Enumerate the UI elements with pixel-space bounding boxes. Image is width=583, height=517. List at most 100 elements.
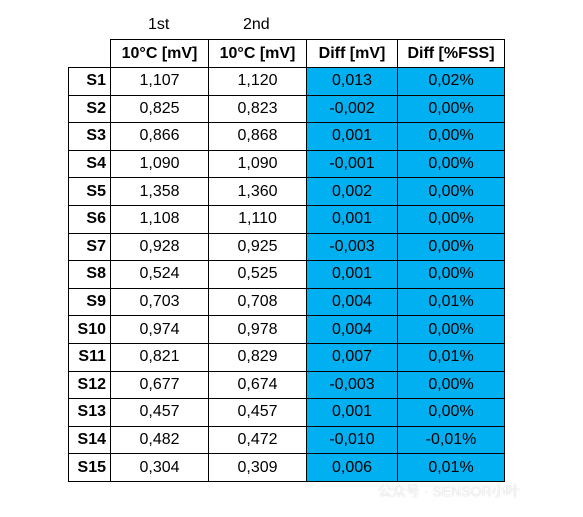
table-row: S7 0,928 0,925 -0,003 0,00%	[68, 232, 505, 262]
cell-diff-fss: 0,00%	[397, 232, 505, 262]
cell-diff-mv: -0,001	[306, 149, 398, 179]
header-diff-fss: Diff [%FSS]	[397, 39, 505, 68]
cell-first-10c: 0,304	[110, 453, 209, 482]
cell-diff-fss: 0,00%	[397, 398, 505, 427]
row-label: S15	[68, 453, 111, 482]
cell-second-10c: 0,708	[208, 287, 307, 317]
cell-diff-mv: 0,001	[306, 204, 398, 234]
cell-diff-fss: 0,01%	[397, 287, 505, 317]
cell-first-10c: 0,457	[110, 398, 209, 427]
cell-diff-mv: -0,003	[306, 232, 398, 262]
row-label: S5	[68, 177, 111, 206]
cell-second-10c: 0,829	[208, 342, 307, 372]
cell-first-10c: 0,703	[110, 287, 209, 317]
cell-first-10c: 0,974	[110, 315, 209, 344]
cell-diff-fss: 0,00%	[397, 149, 505, 179]
cell-second-10c: 1,120	[208, 67, 307, 96]
cell-diff-mv: 0,007	[306, 342, 398, 372]
cell-first-10c: 0,821	[110, 342, 209, 372]
row-label: S10	[68, 315, 111, 344]
cell-diff-fss: 0,00%	[397, 370, 505, 400]
header-corner	[68, 39, 111, 68]
table-row: S3 0,866 0,868 0,001 0,00%	[68, 122, 505, 151]
cell-diff-fss: 0,00%	[397, 122, 505, 151]
row-label: S12	[68, 370, 111, 400]
cell-diff-mv: 0,013	[306, 67, 398, 96]
row-label: S7	[68, 232, 111, 262]
cell-second-10c: 0,868	[208, 122, 307, 151]
cell-diff-fss: 0,01%	[397, 453, 505, 482]
row-label: S3	[68, 122, 111, 151]
cell-first-10c: 0,677	[110, 370, 209, 400]
table-row: S11 0,821 0,829 0,007 0,01%	[68, 342, 505, 372]
cell-diff-mv: 0,004	[306, 315, 398, 344]
cell-second-10c: 1,110	[208, 204, 307, 234]
table-row: S10 0,974 0,978 0,004 0,00%	[68, 315, 505, 344]
cell-first-10c: 0,825	[110, 94, 209, 124]
table-row: S1 1,107 1,120 0,013 0,02%	[68, 67, 505, 96]
cell-diff-mv: -0,003	[306, 370, 398, 400]
cell-diff-fss: -0,01%	[397, 425, 505, 455]
table-row: S12 0,677 0,674 -0,003 0,00%	[68, 370, 505, 400]
table-row: S6 1,108 1,110 0,001 0,00%	[68, 204, 505, 234]
row-label: S6	[68, 204, 111, 234]
cell-diff-fss: 0,00%	[397, 260, 505, 289]
table-row: S8 0,524 0,525 0,001 0,00%	[68, 260, 505, 289]
cell-diff-mv: 0,001	[306, 260, 398, 289]
cell-diff-mv: -0,002	[306, 94, 398, 124]
table-row: S2 0,825 0,823 -0,002 0,00%	[68, 94, 505, 124]
cell-diff-fss: 0,00%	[397, 204, 505, 234]
table-row: S4 1,090 1,090 -0,001 0,00%	[68, 149, 505, 179]
cell-first-10c: 0,524	[110, 260, 209, 289]
cell-second-10c: 0,472	[208, 425, 307, 455]
header-second-10c: 10°C [mV]	[208, 39, 307, 68]
cell-diff-fss: 0,00%	[397, 177, 505, 206]
cell-second-10c: 0,674	[208, 370, 307, 400]
cell-second-10c: 0,309	[208, 453, 307, 482]
header-diff-mv: Diff [mV]	[306, 39, 398, 68]
cell-first-10c: 1,090	[110, 149, 209, 179]
table-row: S13 0,457 0,457 0,001 0,00%	[68, 398, 505, 427]
cell-diff-fss: 0,00%	[397, 94, 505, 124]
pre-header-1st: 1st	[148, 16, 170, 33]
header-row: 10°C [mV] 10°C [mV] Diff [mV] Diff [%FSS…	[68, 39, 505, 68]
table-row: S9 0,703 0,708 0,004 0,01%	[68, 287, 505, 317]
row-label: S1	[68, 67, 111, 96]
cell-second-10c: 1,360	[208, 177, 307, 206]
cell-diff-mv: 0,006	[306, 453, 398, 482]
row-label: S4	[68, 149, 111, 179]
row-label: S14	[68, 425, 111, 455]
cell-second-10c: 1,090	[208, 149, 307, 179]
cell-diff-fss: 0,01%	[397, 342, 505, 372]
row-label: S11	[68, 342, 111, 372]
cell-diff-mv: 0,004	[306, 287, 398, 317]
cell-diff-mv: 0,001	[306, 122, 398, 151]
table-row: S5 1,358 1,360 0,002 0,00%	[68, 177, 505, 206]
row-label: S13	[68, 398, 111, 427]
table-body: S1 1,107 1,120 0,013 0,02% S2 0,825 0,823 -0,002…	[68, 67, 505, 482]
row-label: S9	[68, 287, 111, 317]
cell-diff-fss: 0,02%	[397, 67, 505, 96]
pre-header-2nd: 2nd	[243, 16, 270, 33]
cell-diff-mv: 0,001	[306, 398, 398, 427]
cell-diff-mv: -0,010	[306, 425, 398, 455]
cell-second-10c: 0,525	[208, 260, 307, 289]
watermark: 公众号 · SENSOR小叶	[378, 483, 520, 499]
cell-second-10c: 0,978	[208, 315, 307, 344]
cell-first-10c: 0,866	[110, 122, 209, 151]
row-label: S8	[68, 260, 111, 289]
table-row: S15 0,304 0,309 0,006 0,01%	[68, 453, 505, 482]
cell-second-10c: 0,925	[208, 232, 307, 262]
row-label: S2	[68, 94, 111, 124]
cell-first-10c: 1,358	[110, 177, 209, 206]
cell-diff-mv: 0,002	[306, 177, 398, 206]
cell-second-10c: 0,457	[208, 398, 307, 427]
header-first-10c: 10°C [mV]	[110, 39, 209, 68]
cell-first-10c: 0,482	[110, 425, 209, 455]
table-row: S14 0,482 0,472 -0,010 -0,01%	[68, 425, 505, 455]
cell-first-10c: 1,108	[110, 204, 209, 234]
cell-first-10c: 0,928	[110, 232, 209, 262]
cell-second-10c: 0,823	[208, 94, 307, 124]
cell-first-10c: 1,107	[110, 67, 209, 96]
sensor-diff-table: 10°C [mV] 10°C [mV] Diff [mV] Diff [%FSS…	[68, 39, 505, 482]
